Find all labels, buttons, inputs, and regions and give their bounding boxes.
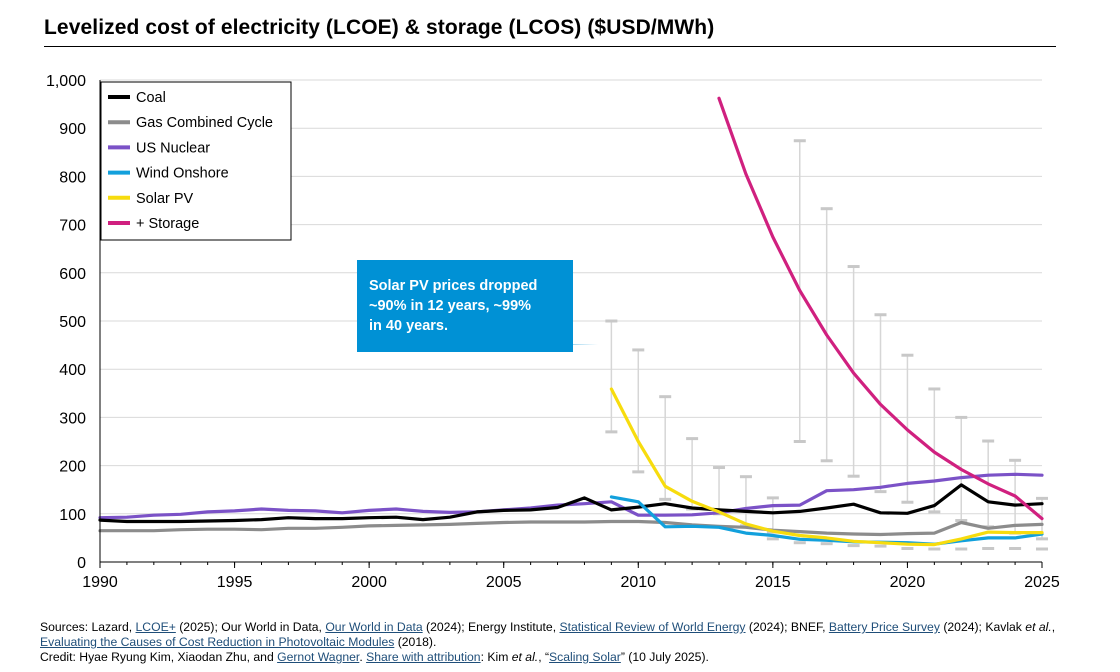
callout-line: Solar PV prices dropped <box>369 278 538 294</box>
legend-label: US Nuclear <box>136 140 210 156</box>
callout-line: ~90% in 12 years, ~99% <box>369 298 532 314</box>
sources-line: Sources: Lazard, LCOE+ (2025); Our World… <box>40 620 1110 635</box>
x-tick-label: 1995 <box>217 574 253 591</box>
series-line <box>98 483 1044 524</box>
footer-text: , <box>1051 620 1056 634</box>
y-tick-label: 400 <box>59 362 86 379</box>
footer-text: (2024); Kavlak <box>939 620 1026 634</box>
footer-text: , “ <box>538 650 550 664</box>
footer-text: Sources: Lazard, <box>40 620 136 634</box>
y-tick-label: 600 <box>59 266 86 283</box>
footer-text: et al. <box>1025 620 1052 634</box>
chart-title: Levelized cost of electricity (LCOE) & s… <box>44 16 715 39</box>
series-lines <box>98 96 1044 547</box>
footer-link[interactable]: Our World in Data <box>325 620 423 634</box>
lcoe-chart: 0 100 200 300 400 500 600 700 800 900 1,000 1990 199… <box>46 73 1060 591</box>
footer-text: . <box>359 650 367 664</box>
footer-text: (2025); Our World in Data, <box>175 620 326 634</box>
x-tick-label: 2020 <box>890 574 926 591</box>
footer-text: ” (10 July 2025). <box>620 650 709 664</box>
footer-text: et al. <box>511 650 539 664</box>
y-tick-label: 0 <box>77 555 86 572</box>
series-line <box>609 387 1044 547</box>
footer-link[interactable]: Evaluating the Causes of Cost Reduction … <box>40 635 395 649</box>
y-tick-label: 800 <box>59 169 86 186</box>
legend-box <box>100 81 292 241</box>
legend-label: Coal <box>136 90 166 106</box>
footer-link[interactable]: LCOE+ <box>135 620 176 634</box>
y-tick-label: 200 <box>59 459 86 476</box>
footer-link[interactable]: Statistical Review of World Energy <box>559 620 746 634</box>
solar-callout: Solar PV prices dropped ~90% in 12 years… <box>357 260 573 352</box>
y-tick-label: 1,000 <box>46 73 86 90</box>
x-tick-label: 2025 <box>1024 574 1060 591</box>
legend-label: Solar PV <box>136 191 194 207</box>
x-tick-label: 2000 <box>351 574 387 591</box>
footer-text: : Kim <box>480 650 512 664</box>
credit-line: Credit: Hyae Ryung Kim, Xiaodan Zhu, and… <box>40 650 1110 665</box>
legend-label: Gas Combined Cycle <box>136 115 273 131</box>
footer-link[interactable]: Share with attribution <box>366 650 481 664</box>
sources-line-2: Evaluating the Causes of Cost Reduction … <box>40 635 1110 650</box>
x-tick-label: 2015 <box>755 574 791 591</box>
y-tick-label: 700 <box>59 218 86 235</box>
footer-link[interactable]: Scaling Solar <box>549 650 621 664</box>
y-tick-label: 300 <box>59 410 86 427</box>
series-line <box>609 495 1044 546</box>
x-tick-label: 2010 <box>620 574 656 591</box>
footer-link[interactable]: Battery Price Survey <box>828 620 940 634</box>
legend-label: Wind Onshore <box>136 166 229 182</box>
footer: Sources: Lazard, LCOE+ (2025); Our World… <box>40 620 1110 665</box>
legend: Coal Gas Combined Cycle US Nuclear Wind Ons… <box>100 81 292 241</box>
y-tick-label: 900 <box>59 121 86 138</box>
footer-link[interactable]: Gernot Wagner <box>277 650 360 664</box>
x-tick-label: 2005 <box>486 574 522 591</box>
axes: 0 100 200 300 400 500 600 700 800 900 1,000 1990 199… <box>46 73 1060 591</box>
title-divider <box>44 46 1056 47</box>
y-tick-label: 100 <box>59 507 86 524</box>
range-bars <box>605 139 1048 551</box>
footer-text: (2018). <box>394 635 437 649</box>
legend-label: + Storage <box>136 216 199 232</box>
series-line <box>98 472 1044 520</box>
y-tick-label: 500 <box>59 314 86 331</box>
series-line <box>717 96 1044 521</box>
footer-text: (2024); Energy Institute, <box>422 620 560 634</box>
series-line <box>98 519 1044 537</box>
footer-text: Credit: Hyae Ryung Kim, Xiaodan Zhu, and <box>40 650 278 664</box>
footer-text: (2024); BNEF, <box>745 620 829 634</box>
callout-line: in 40 years. <box>369 318 448 334</box>
x-tick-label: 1990 <box>82 574 118 591</box>
